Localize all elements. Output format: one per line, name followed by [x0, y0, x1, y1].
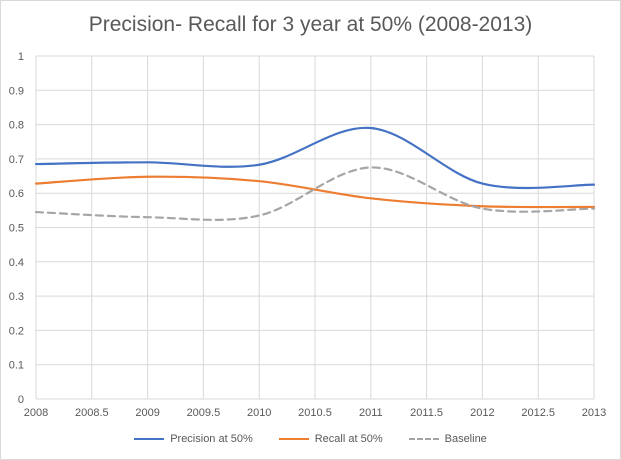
x-tick-label: 2013	[582, 407, 606, 419]
chart-title: Precision- Recall for 3 year at 50% (200…	[88, 13, 533, 36]
series-line-precision-at-50	[34, 126, 596, 190]
x-tick-label: 2009.5	[187, 407, 221, 419]
legend-item: Precision at 50%	[134, 433, 253, 445]
x-tick-label: 2010	[247, 407, 271, 419]
x-tick-label: 2010.5	[298, 407, 332, 419]
x-tick-label: 2011	[359, 407, 383, 419]
y-axis-tick-labels: 0 0.1 0.2 0.3 0.4 0.5 0.6 0.7 0.8 0.9 1	[9, 51, 24, 406]
legend-swatch	[134, 438, 165, 440]
legend-label: Precision at 50%	[170, 433, 253, 445]
legend-item: Baseline	[408, 433, 487, 445]
y-tick-label: 0.3	[9, 291, 24, 303]
x-tick-label: 2011.5	[410, 407, 443, 419]
y-tick-label: 0.1	[9, 360, 24, 372]
y-tick-label: 1	[18, 51, 24, 63]
y-tick-label: 0.7	[9, 154, 24, 166]
legend-label: Recall at 50%	[314, 433, 383, 445]
legend-label: Baseline	[444, 433, 487, 445]
x-tick-label: 2008.5	[75, 407, 109, 419]
y-tick-label: 0.5	[9, 223, 24, 235]
chart-legend: Precision at 50% Recall at 50% Baseline	[1, 433, 620, 445]
series-line-baseline	[34, 166, 596, 221]
y-tick-label: 0.2	[9, 325, 24, 337]
y-tick-label: 0.9	[9, 85, 24, 97]
y-tick-label: 0	[18, 394, 24, 406]
series-line-recall-at-50	[34, 175, 596, 209]
y-tick-label: 0.6	[9, 188, 24, 200]
series-lines	[34, 126, 596, 221]
y-tick-label: 0.8	[9, 120, 24, 132]
legend-swatch	[408, 438, 439, 440]
x-tick-label: 2008	[24, 407, 48, 419]
x-axis-tick-labels: 2008 2008.5 2009 2009.5 2010 2010.5 2011 2011.5…	[24, 407, 606, 419]
legend-item: Recall at 50%	[278, 433, 383, 445]
x-tick-label: 2012	[470, 407, 494, 419]
y-tick-label: 0.4	[9, 257, 24, 269]
x-tick-label: 2012.5	[521, 407, 555, 419]
horizontal-gridlines	[36, 55, 594, 400]
x-tick-label: 2009	[135, 407, 159, 419]
legend-swatch	[278, 438, 309, 440]
